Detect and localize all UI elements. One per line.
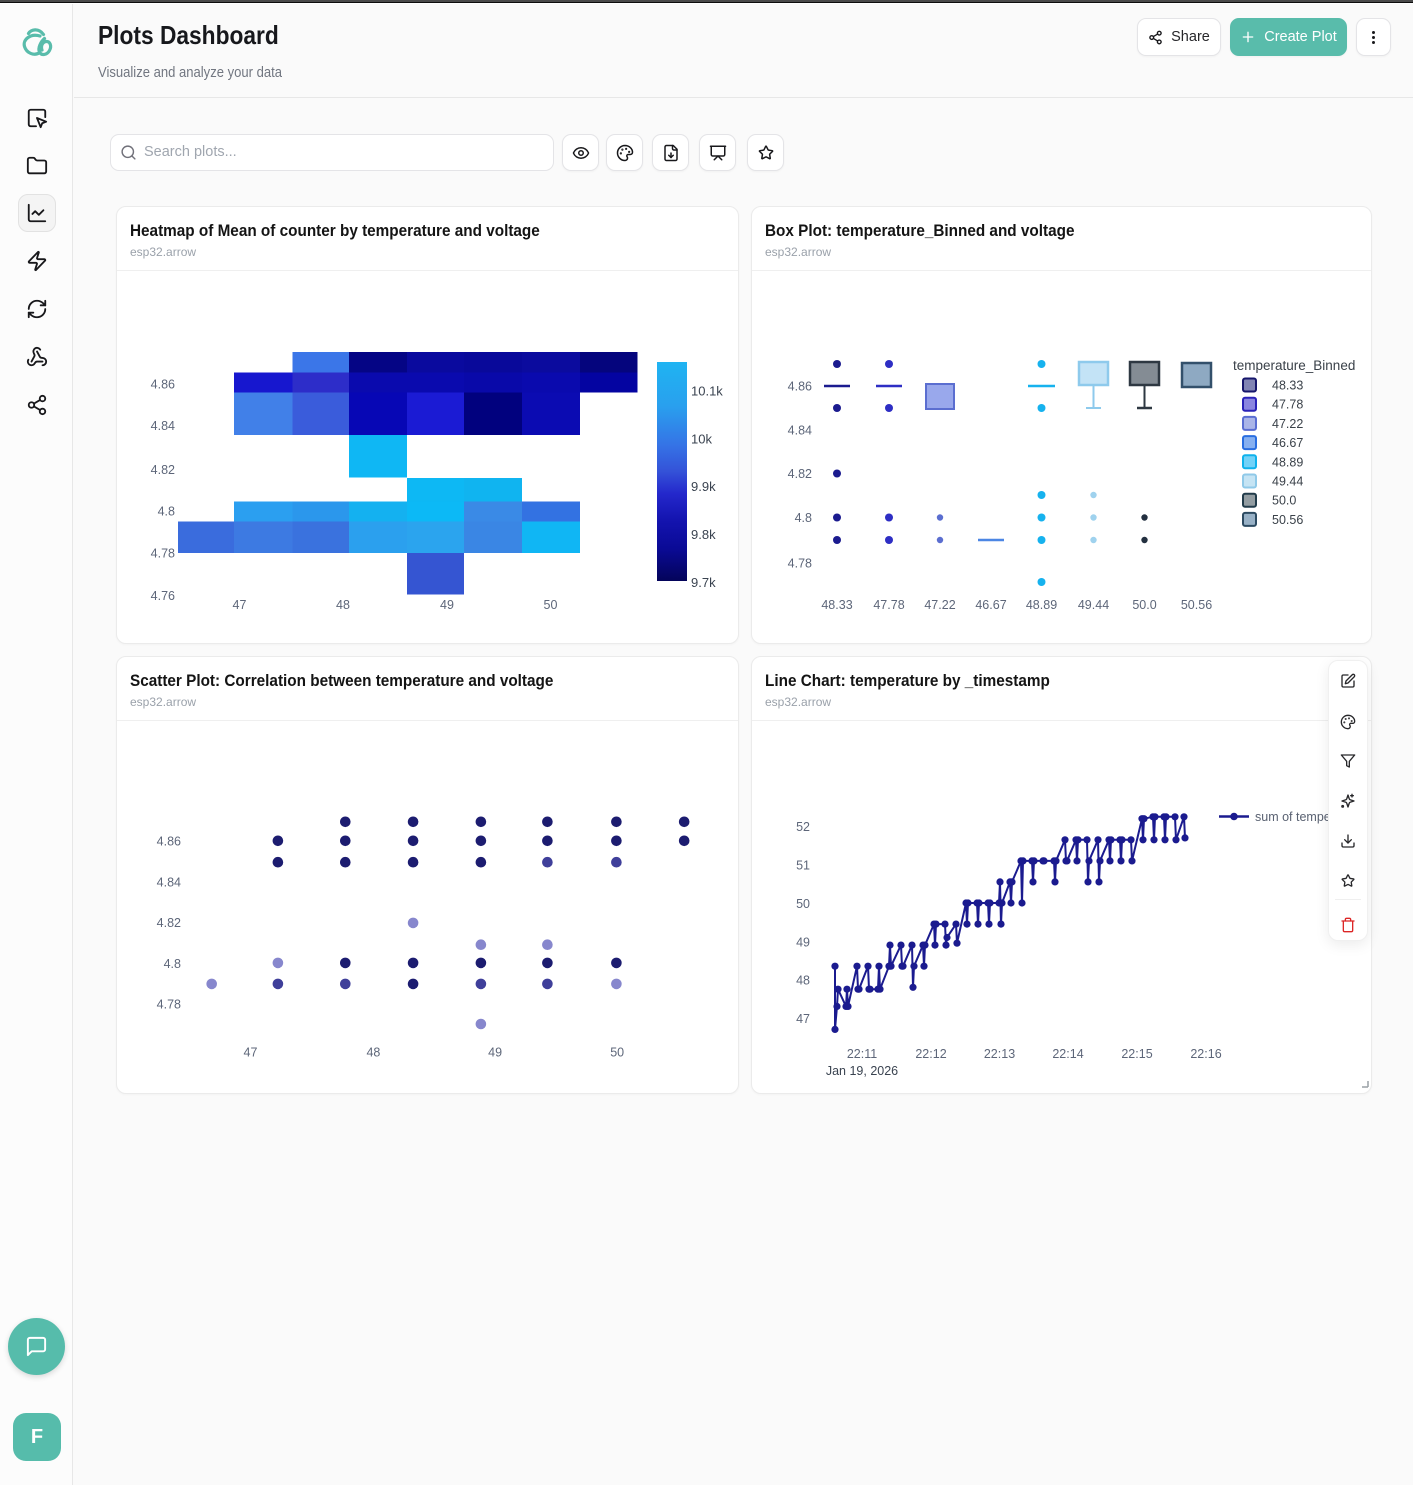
svg-text:9.7k: 9.7k: [691, 575, 716, 590]
svg-text:4.86: 4.86: [157, 835, 181, 849]
svg-text:49.44: 49.44: [1272, 475, 1303, 489]
svg-text:22:14: 22:14: [1052, 1047, 1083, 1061]
svg-text:50.56: 50.56: [1181, 598, 1212, 612]
svg-text:49: 49: [796, 936, 810, 950]
svg-text:48.89: 48.89: [1026, 598, 1057, 612]
svg-text:52: 52: [796, 820, 810, 834]
svg-text:4.76: 4.76: [151, 589, 175, 603]
svg-text:10k: 10k: [691, 432, 712, 447]
svg-text:50.0: 50.0: [1132, 598, 1156, 612]
svg-text:48.89: 48.89: [1272, 455, 1303, 469]
svg-text:47.78: 47.78: [873, 598, 904, 612]
svg-text:48.33: 48.33: [821, 598, 852, 612]
svg-text:4.82: 4.82: [151, 463, 175, 477]
svg-text:50: 50: [610, 1046, 624, 1060]
svg-text:22:11: 22:11: [847, 1047, 877, 1061]
svg-text:47: 47: [796, 1012, 810, 1026]
svg-text:22:12: 22:12: [915, 1047, 946, 1061]
svg-text:48: 48: [336, 598, 350, 612]
svg-text:46.67: 46.67: [1272, 436, 1303, 450]
svg-text:47.22: 47.22: [1272, 417, 1303, 431]
svg-text:47: 47: [233, 598, 247, 612]
svg-text:49.44: 49.44: [1078, 598, 1109, 612]
svg-text:49: 49: [440, 598, 454, 612]
svg-text:4.8: 4.8: [158, 505, 175, 519]
svg-text:47: 47: [244, 1046, 258, 1060]
svg-text:4.78: 4.78: [788, 557, 812, 571]
svg-text:4.84: 4.84: [151, 419, 175, 433]
svg-text:4.8: 4.8: [795, 511, 812, 525]
svg-text:50.0: 50.0: [1272, 494, 1296, 508]
svg-text:4.82: 4.82: [157, 916, 181, 930]
svg-text:9.8k: 9.8k: [691, 527, 716, 542]
svg-text:9.9k: 9.9k: [691, 479, 716, 494]
svg-text:47.22: 47.22: [924, 598, 955, 612]
svg-text:Jan 19, 2026: Jan 19, 2026: [826, 1064, 898, 1078]
svg-text:51: 51: [796, 859, 810, 873]
svg-text:4.84: 4.84: [788, 424, 812, 438]
svg-text:50.56: 50.56: [1272, 513, 1303, 527]
svg-text:4.86: 4.86: [151, 378, 175, 392]
svg-text:48: 48: [796, 974, 810, 988]
svg-text:47.78: 47.78: [1272, 398, 1303, 412]
svg-text:22:15: 22:15: [1121, 1047, 1152, 1061]
svg-text:49: 49: [488, 1046, 502, 1060]
svg-text:22:16: 22:16: [1190, 1047, 1221, 1061]
svg-text:4.82: 4.82: [788, 467, 812, 481]
svg-text:10.1k: 10.1k: [691, 384, 723, 399]
svg-text:4.84: 4.84: [157, 875, 181, 889]
svg-text:50: 50: [796, 897, 810, 911]
svg-text:48.33: 48.33: [1272, 379, 1303, 393]
svg-text:temperature_Binned: temperature_Binned: [1233, 358, 1355, 373]
svg-text:4.8: 4.8: [164, 957, 181, 971]
svg-text:22:13: 22:13: [984, 1047, 1015, 1061]
svg-text:50: 50: [544, 598, 558, 612]
svg-text:4.78: 4.78: [157, 998, 181, 1012]
svg-text:48: 48: [366, 1046, 380, 1060]
svg-text:4.86: 4.86: [788, 380, 812, 394]
svg-text:4.78: 4.78: [151, 547, 175, 561]
svg-text:46.67: 46.67: [975, 598, 1006, 612]
